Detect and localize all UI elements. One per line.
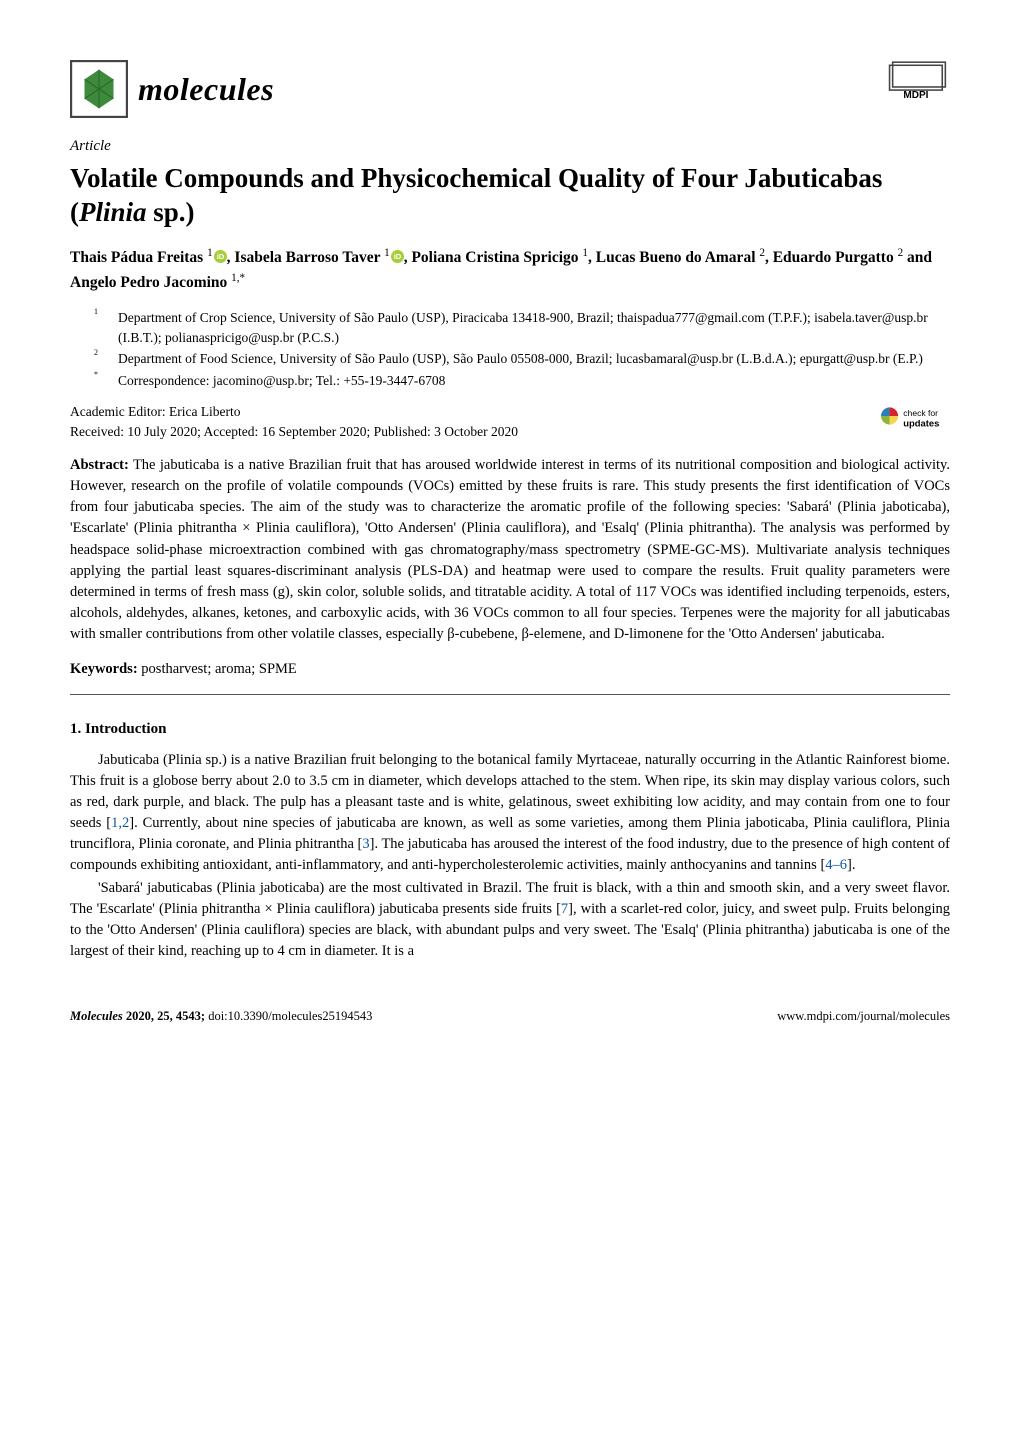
author-affil-sup: 1 <box>384 247 390 259</box>
check-for-updates-icon[interactable]: check for updates <box>872 404 950 440</box>
header-row: molecules MDPI <box>70 60 950 118</box>
footer-journal: Molecules <box>70 1009 123 1023</box>
journal-logo-block: molecules <box>70 60 274 118</box>
affiliation-text: Correspondence: jacomino@usp.br; Tel.: +… <box>118 371 445 391</box>
keywords-block: Keywords: postharvest; aroma; SPME <box>70 659 950 680</box>
citation-link[interactable]: 7 <box>561 901 568 917</box>
affiliation-marker: 2 <box>94 347 108 367</box>
footer-doi: doi:10.3390/molecules25194543 <box>208 1009 372 1023</box>
received-accepted-published: Received: 10 July 2020; Accepted: 16 Sep… <box>70 422 518 442</box>
molecules-logo-icon <box>70 60 128 118</box>
intro-para-1: Jabuticaba (Plinia sp.) is a native Braz… <box>70 750 950 876</box>
academic-editor: Academic Editor: Erica Liberto <box>70 402 518 422</box>
section-1-heading: 1. Introduction <box>70 719 950 741</box>
author-affil-sup: 1 <box>207 247 213 259</box>
affiliation-text: Department of Food Science, University o… <box>118 349 923 369</box>
author-affil-sup: 1,* <box>231 272 245 284</box>
section-divider <box>70 694 950 695</box>
svg-text:updates: updates <box>903 417 939 428</box>
footer-row: Molecules 2020, 25, 4543; doi:10.3390/mo… <box>70 1007 950 1025</box>
title-suffix: sp.) <box>147 197 195 227</box>
citation-link[interactable]: 3 <box>362 836 369 852</box>
keywords-label: Keywords: <box>70 661 138 677</box>
author-name: Angelo Pedro Jacomino <box>70 274 231 291</box>
authors-line: Thais Pádua Freitas 1iD, Isabela Barroso… <box>70 245 950 294</box>
author-name: Thais Pádua Freitas <box>70 249 207 266</box>
mdpi-logo-icon: MDPI <box>888 60 950 100</box>
intro-para-2: 'Sabará' jabuticabas (Plinia jaboticaba)… <box>70 878 950 962</box>
footer-left: Molecules 2020, 25, 4543; doi:10.3390/mo… <box>70 1007 372 1025</box>
affiliation-row: 1 Department of Crop Science, University … <box>94 308 950 347</box>
footer-right: www.mdpi.com/journal/molecules <box>777 1007 950 1025</box>
author-affil-sup: 2 <box>898 247 904 259</box>
svg-text:MDPI: MDPI <box>903 90 928 100</box>
abstract-text: The jabuticaba is a native Brazilian fru… <box>70 457 950 641</box>
author-name: Isabela Barroso Taver <box>234 249 384 266</box>
title-italic-genus: Plinia <box>79 197 147 227</box>
affiliation-row: * Correspondence: jacomino@usp.br; Tel.: … <box>94 371 950 391</box>
orcid-icon[interactable]: iD <box>390 249 404 266</box>
affiliations-block: 1 Department of Crop Science, University … <box>70 308 950 390</box>
keywords-text: postharvest; aroma; SPME <box>141 661 296 677</box>
footer-year-vol: 2020, 25, 4543; <box>126 1009 208 1023</box>
abstract-label: Abstract: <box>70 457 129 473</box>
affiliation-text: Department of Crop Science, University o… <box>118 308 950 347</box>
affiliation-marker: * <box>94 369 108 389</box>
dates-row: Academic Editor: Erica Liberto Received:… <box>70 402 950 441</box>
citation-link[interactable]: 1,2 <box>111 815 129 831</box>
author-affil-sup: 1 <box>582 247 588 259</box>
author-name: Poliana Cristina Spricigo <box>411 249 582 266</box>
author-affil-sup: 2 <box>759 247 765 259</box>
orcid-icon[interactable]: iD <box>213 249 227 266</box>
author-name: Lucas Bueno do Amaral <box>596 249 760 266</box>
svg-text:iD: iD <box>393 253 401 262</box>
article-type: Article <box>70 136 950 158</box>
citation-link[interactable]: 4–6 <box>825 857 847 873</box>
dates-left: Academic Editor: Erica Liberto Received:… <box>70 402 518 441</box>
footer-yvp: 2020, 25, 4543; <box>126 1009 205 1023</box>
affiliation-row: 2 Department of Food Science, University … <box>94 349 950 369</box>
affiliation-marker: 1 <box>94 306 108 345</box>
article-title: Volatile Compounds and Physicochemical Q… <box>70 162 950 230</box>
abstract-block: Abstract: The jabuticaba is a native Bra… <box>70 455 950 644</box>
journal-name: molecules <box>138 66 274 112</box>
svg-text:iD: iD <box>216 253 224 262</box>
author-name: Eduardo Purgatto <box>773 249 898 266</box>
